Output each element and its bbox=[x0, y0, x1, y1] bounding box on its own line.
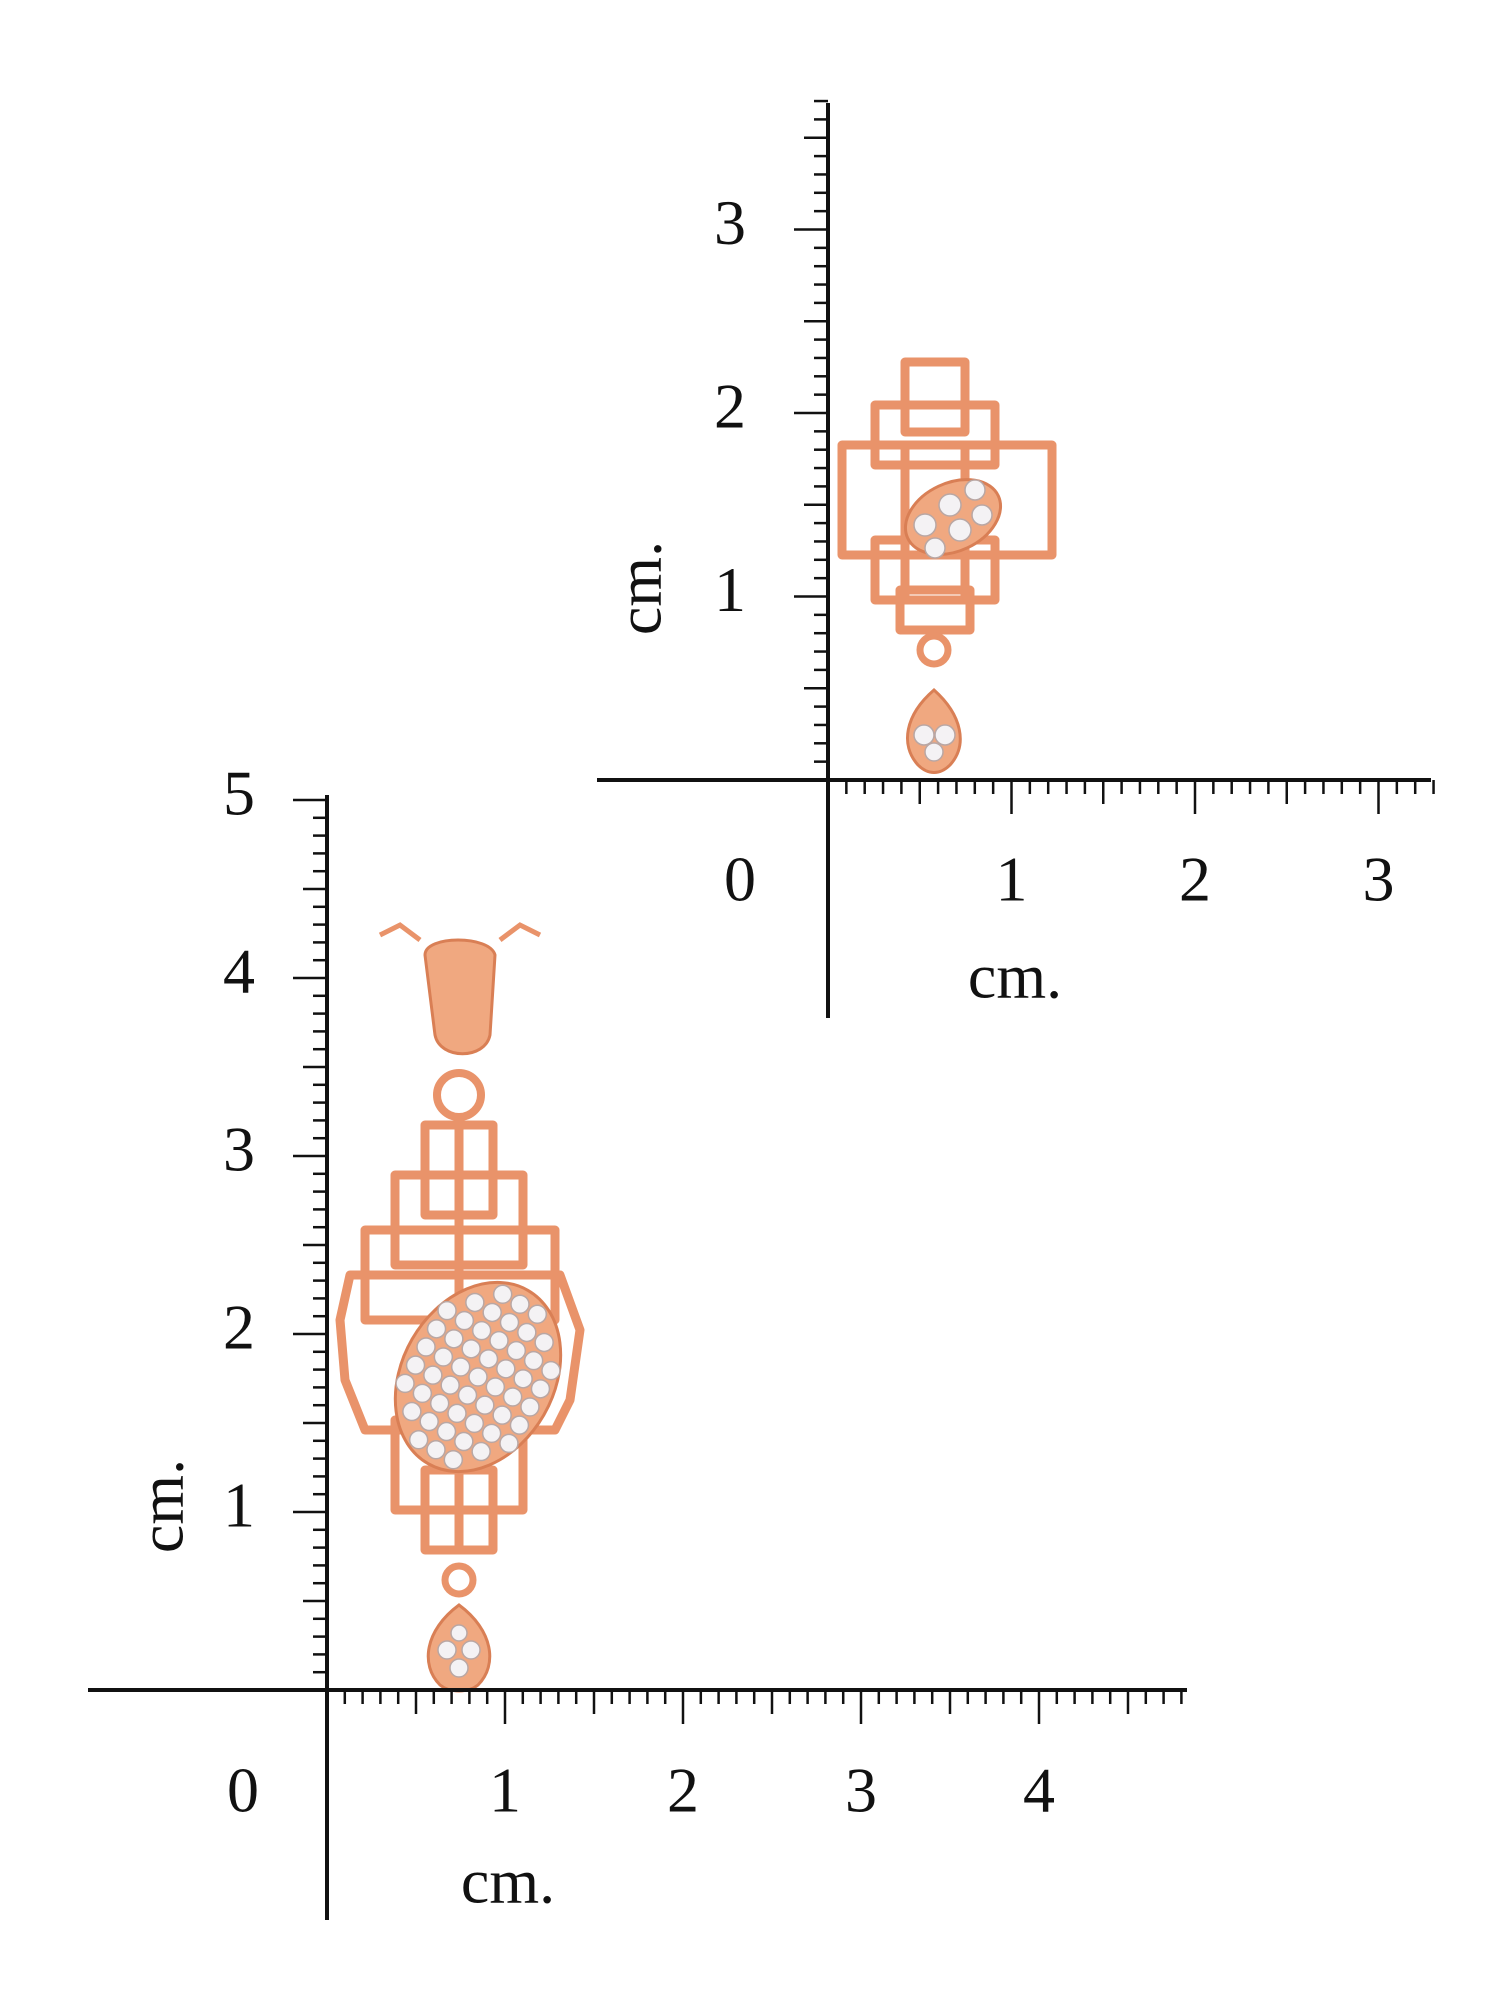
x-label: 1 bbox=[489, 1755, 521, 1826]
x-unit: cm. bbox=[968, 941, 1062, 1012]
stone bbox=[443, 1449, 464, 1470]
stone bbox=[471, 1320, 492, 1341]
stone bbox=[506, 1340, 527, 1361]
stone bbox=[461, 1339, 481, 1359]
stone bbox=[527, 1304, 548, 1325]
stone bbox=[468, 1367, 488, 1387]
stone bbox=[471, 1441, 491, 1462]
ruler: 0 1 2 3 1 2 3 cm. cm. bbox=[597, 99, 1435, 1018]
x-label: 1 bbox=[996, 844, 1028, 915]
x-label: 4 bbox=[1023, 1755, 1055, 1826]
stone bbox=[509, 1415, 530, 1435]
y-label: 5 bbox=[223, 758, 255, 829]
stone bbox=[395, 1373, 415, 1394]
y-label: 4 bbox=[223, 936, 255, 1007]
stone bbox=[475, 1395, 495, 1415]
stone bbox=[499, 1433, 519, 1454]
stone bbox=[444, 1329, 464, 1349]
earring bbox=[837, 357, 1057, 774]
origin-label: 0 bbox=[724, 844, 756, 915]
y-label: 3 bbox=[223, 1114, 255, 1185]
stone bbox=[492, 1284, 513, 1305]
stone bbox=[429, 1393, 450, 1414]
pendant bbox=[335, 922, 585, 1693]
x-label: 2 bbox=[667, 1755, 699, 1826]
stone bbox=[481, 1423, 502, 1444]
origin-label: 0 bbox=[227, 1755, 259, 1826]
stone bbox=[423, 1365, 443, 1385]
stone bbox=[440, 1375, 460, 1395]
stone bbox=[426, 1439, 446, 1460]
stone bbox=[520, 1397, 540, 1417]
stone bbox=[436, 1421, 457, 1442]
x-label: 2 bbox=[1179, 844, 1211, 915]
stone bbox=[419, 1411, 439, 1432]
stone bbox=[433, 1347, 454, 1367]
stone bbox=[412, 1383, 433, 1404]
stone bbox=[478, 1349, 499, 1369]
y-unit: cm. bbox=[126, 1459, 197, 1553]
x-label: 3 bbox=[1363, 844, 1395, 915]
stone bbox=[541, 1360, 561, 1381]
y-label: 1 bbox=[714, 554, 746, 625]
stone bbox=[454, 1431, 474, 1452]
y-label: 2 bbox=[714, 371, 746, 442]
y-label: 2 bbox=[223, 1292, 255, 1363]
stone bbox=[402, 1401, 422, 1422]
y-unit: cm. bbox=[604, 541, 675, 635]
stone bbox=[489, 1330, 509, 1351]
stone bbox=[523, 1350, 544, 1371]
stone bbox=[530, 1379, 551, 1399]
stone bbox=[454, 1310, 475, 1331]
stone bbox=[534, 1332, 554, 1353]
stone bbox=[499, 1312, 520, 1333]
stone bbox=[416, 1337, 436, 1357]
ruler: 0 1 2 3 4 1 2 3 4 5 cm. cm. bbox=[88, 758, 1187, 1920]
stone bbox=[482, 1302, 502, 1323]
stone bbox=[492, 1405, 512, 1425]
stone bbox=[464, 1413, 485, 1434]
stone bbox=[513, 1369, 533, 1389]
stone bbox=[496, 1359, 516, 1379]
stone bbox=[457, 1385, 478, 1405]
x-unit: cm. bbox=[461, 1846, 555, 1917]
stone bbox=[502, 1387, 523, 1407]
stone bbox=[517, 1322, 537, 1343]
stone bbox=[437, 1300, 457, 1321]
stone bbox=[447, 1403, 467, 1424]
stone bbox=[450, 1357, 471, 1377]
stone bbox=[426, 1319, 447, 1339]
stone bbox=[408, 1429, 429, 1450]
x-label: 3 bbox=[845, 1755, 877, 1826]
y-label: 1 bbox=[223, 1470, 255, 1541]
stone bbox=[405, 1355, 426, 1375]
stone bbox=[465, 1292, 485, 1313]
stone bbox=[510, 1294, 530, 1315]
y-label: 3 bbox=[714, 187, 746, 258]
stone bbox=[485, 1377, 506, 1397]
